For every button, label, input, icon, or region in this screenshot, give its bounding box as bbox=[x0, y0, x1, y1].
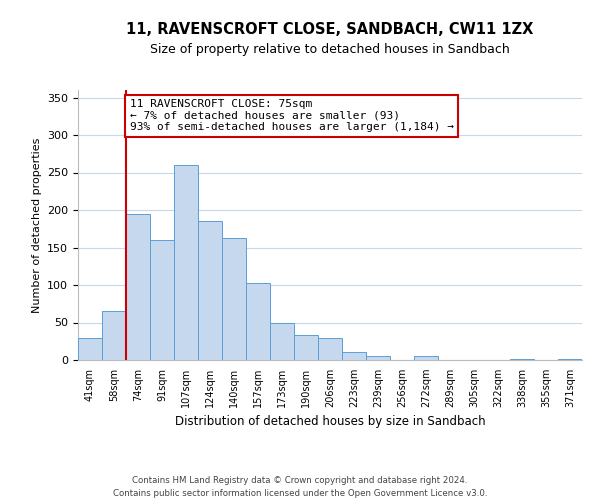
Bar bbox=[318, 338, 342, 360]
X-axis label: Distribution of detached houses by size in Sandbach: Distribution of detached houses by size … bbox=[175, 416, 485, 428]
Bar bbox=[174, 165, 198, 360]
Bar bbox=[78, 338, 102, 360]
Text: Contains HM Land Registry data © Crown copyright and database right 2024.
Contai: Contains HM Land Registry data © Crown c… bbox=[113, 476, 487, 498]
Bar bbox=[150, 240, 174, 360]
Bar bbox=[222, 238, 246, 360]
Bar bbox=[102, 311, 126, 360]
Text: 11 RAVENSCROFT CLOSE: 75sqm
← 7% of detached houses are smaller (93)
93% of semi: 11 RAVENSCROFT CLOSE: 75sqm ← 7% of deta… bbox=[130, 99, 454, 132]
Bar bbox=[366, 356, 390, 360]
Bar bbox=[510, 359, 534, 360]
Bar bbox=[342, 352, 366, 360]
Y-axis label: Number of detached properties: Number of detached properties bbox=[32, 138, 41, 312]
Bar bbox=[414, 356, 438, 360]
Text: Size of property relative to detached houses in Sandbach: Size of property relative to detached ho… bbox=[150, 42, 510, 56]
Bar bbox=[198, 221, 222, 360]
Text: 11, RAVENSCROFT CLOSE, SANDBACH, CW11 1ZX: 11, RAVENSCROFT CLOSE, SANDBACH, CW11 1Z… bbox=[127, 22, 533, 38]
Bar bbox=[126, 214, 150, 360]
Bar bbox=[558, 359, 582, 360]
Bar bbox=[294, 335, 318, 360]
Bar bbox=[246, 283, 270, 360]
Bar bbox=[270, 322, 294, 360]
